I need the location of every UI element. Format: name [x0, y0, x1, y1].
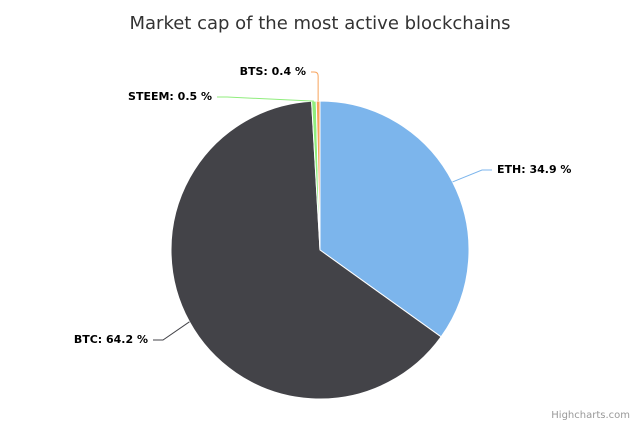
connector — [452, 169, 492, 183]
connector — [153, 321, 190, 341]
pie-slice — [319, 100, 470, 338]
data-label: BTS: 0.4 % — [240, 65, 306, 78]
chart-title: Market cap of the most active blockchain… — [129, 13, 510, 34]
data-label: STEEM: 0.5 % — [128, 90, 212, 103]
connector — [217, 96, 314, 102]
connector — [311, 71, 319, 102]
data-label: BTC: 64.2 % — [74, 333, 148, 346]
credit[interactable]: Highcharts.com — [551, 410, 630, 421]
data-label: ETH: 34.9 % — [497, 163, 571, 176]
